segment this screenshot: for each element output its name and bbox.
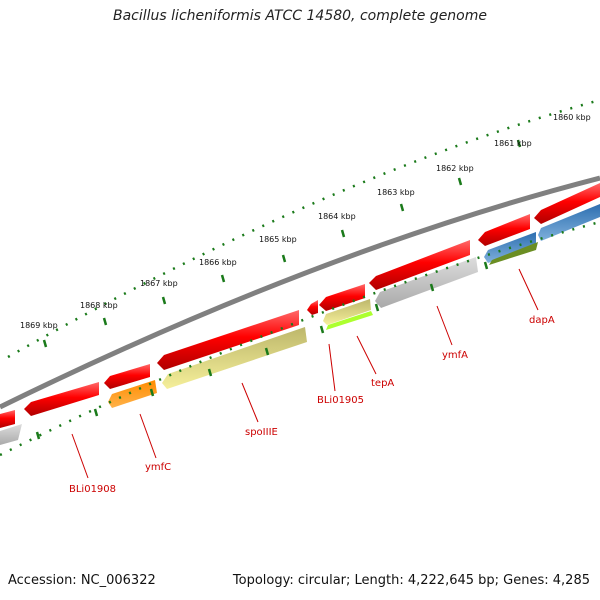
inner-ticks bbox=[35, 261, 489, 440]
cds-arrow[interactable] bbox=[108, 380, 157, 408]
accession-text: Accession: NC_006322 bbox=[8, 573, 156, 588]
kbp-label-1868: 1868 kbp bbox=[80, 301, 118, 310]
gene-label-dapa[interactable]: dapA bbox=[529, 315, 555, 326]
map-title: Bacillus licheniformis ATCC 14580, compl… bbox=[113, 8, 487, 24]
gene-labels: dapA ymfA tepA BLi01905 spoIIIE ymfC BLi… bbox=[69, 315, 555, 495]
kbp-label-1866: 1866 kbp bbox=[199, 258, 237, 267]
cds-arrow[interactable] bbox=[162, 327, 307, 389]
gene-label-ymfa[interactable]: ymfA bbox=[442, 350, 468, 361]
cds-arrow[interactable] bbox=[538, 204, 600, 241]
gene-label-bli01908[interactable]: BLi01908 bbox=[69, 484, 116, 495]
cds-arrow[interactable] bbox=[326, 311, 373, 330]
gene-callouts bbox=[71, 268, 539, 479]
kbp-label-1863: 1863 kbp bbox=[377, 188, 415, 197]
kbp-label-1860: 1860 kbp bbox=[553, 113, 591, 122]
gene-label-spoiiie[interactable]: spoIIIE bbox=[245, 427, 278, 438]
cds-forward-track bbox=[0, 183, 600, 428]
genome-summary-text: Topology: circular; Length: 4,222,645 bp… bbox=[232, 573, 590, 588]
cds-arrow[interactable] bbox=[157, 310, 299, 370]
kbp-label-1867: 1867 kbp bbox=[140, 279, 178, 288]
kbp-label-1869: 1869 kbp bbox=[20, 321, 58, 330]
cds-reverse-track bbox=[0, 204, 600, 445]
cds-arrow[interactable] bbox=[375, 257, 478, 308]
kbp-ticks bbox=[42, 139, 522, 348]
cds-arrow[interactable] bbox=[307, 300, 318, 315]
kbp-label-1864: 1864 kbp bbox=[318, 212, 356, 221]
cds-arrow[interactable] bbox=[478, 214, 530, 246]
cds-arrow[interactable] bbox=[369, 240, 470, 290]
cds-arrow[interactable] bbox=[319, 284, 365, 311]
gene-label-tepa[interactable]: tepA bbox=[371, 378, 394, 389]
cds-arrow[interactable] bbox=[24, 382, 99, 416]
cds-arrow[interactable] bbox=[534, 183, 600, 224]
kbp-label-1861: 1861 kbp bbox=[494, 139, 532, 148]
kbp-label-1865: 1865 kbp bbox=[259, 235, 297, 244]
kbp-labels: 1860 kbp 1861 kbp 1862 kbp 1863 kbp 1864… bbox=[20, 113, 591, 330]
gene-label-ymfc[interactable]: ymfC bbox=[145, 462, 171, 473]
genome-backbone bbox=[0, 175, 600, 410]
kbp-label-1862: 1862 kbp bbox=[436, 164, 474, 173]
cds-arrow[interactable] bbox=[0, 410, 15, 428]
cds-arrow[interactable] bbox=[104, 364, 150, 389]
cds-arrow[interactable] bbox=[323, 299, 371, 325]
cds-arrow[interactable] bbox=[0, 424, 22, 445]
gene-label-bli01905[interactable]: BLi01905 bbox=[317, 395, 364, 406]
cds-arrow[interactable] bbox=[489, 242, 538, 265]
